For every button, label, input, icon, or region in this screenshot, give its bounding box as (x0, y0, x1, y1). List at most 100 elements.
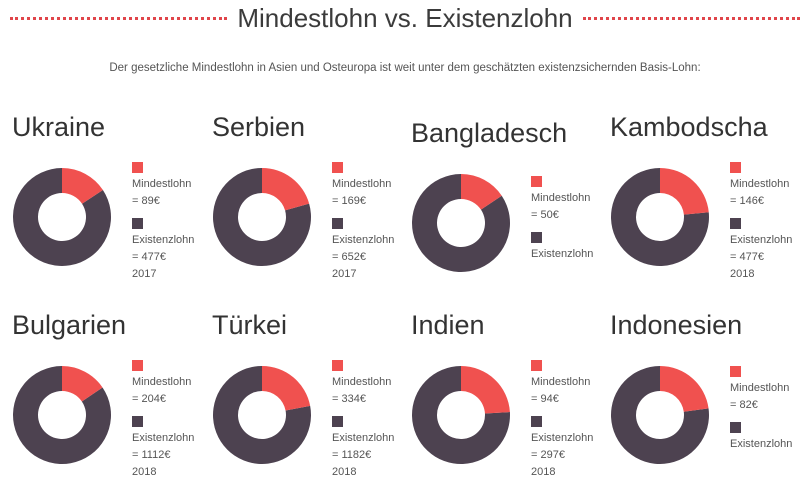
legend-swatch (730, 162, 741, 173)
legend-text: = 204€ (132, 393, 166, 405)
slice-mindestlohn (461, 174, 502, 210)
slice-mindestlohn (461, 366, 510, 414)
legend-swatch (730, 366, 741, 377)
country-title: Serbien (212, 112, 306, 142)
slice-mindestlohn (660, 168, 709, 215)
legend-text: = 297€ (531, 449, 565, 461)
legend-swatch (730, 422, 741, 433)
country-title: Türkei (212, 310, 288, 340)
chart-panel: Kambodscha Mindestlohn = 146€ Existenzlohn =… (610, 112, 808, 297)
legend-existenzlohn: Existenzlohn = 652€ 2017 (332, 218, 410, 283)
donut-chart (12, 168, 111, 266)
country-title: Ukraine (12, 112, 106, 142)
slice-existenzlohn (213, 168, 311, 266)
legend-text: 2017 (332, 268, 357, 280)
legend-text: 2017 (132, 268, 157, 280)
chart-panel: Serbien Mindestlohn = 169€ Existenzlohn = 65… (212, 112, 410, 297)
slice-existenzlohn (213, 366, 311, 464)
legend-swatch (531, 360, 542, 371)
legend-text: Existenzlohn (531, 432, 594, 444)
legend-text: Mindestlohn (132, 178, 192, 190)
legend-text: 2018 (332, 466, 357, 478)
legend-text: Existenzlohn (132, 234, 195, 246)
legend-existenzlohn: Existenzlohn = 1112€ 2018 (132, 416, 210, 481)
donut-chart (12, 366, 111, 464)
slice-existenzlohn (12, 168, 111, 266)
subtitle: Der gesetzliche Mindestlohn in Asien und… (109, 62, 701, 74)
slice-mindestlohn (62, 168, 103, 204)
legend-text: = 477€ (730, 251, 764, 263)
legend-swatch (531, 416, 542, 427)
legend-swatch (132, 218, 143, 229)
legend-text: = 334€ (332, 393, 366, 405)
legend-text: Mindestlohn (332, 376, 392, 388)
legend-swatch (132, 162, 143, 173)
legend-text: = 94€ (531, 393, 559, 405)
legend-swatch (132, 416, 143, 427)
legend: Mindestlohn = 50€ Existenzlohn (531, 176, 609, 263)
legend-swatch (332, 360, 343, 371)
legend: Mindestlohn = 334€ Existenzlohn = 1182€ 2018 (332, 360, 410, 481)
donut-chart (611, 366, 709, 464)
country-title: Bulgarien (12, 310, 127, 340)
legend-text: Mindestlohn (730, 382, 790, 394)
page-title: Mindestlohn vs. Existenzlohn (237, 2, 573, 33)
donut-chart (412, 174, 510, 272)
donut-chart (611, 168, 709, 266)
legend: Mindestlohn = 204€ Existenzlohn = 1112€ 2018 (132, 360, 210, 481)
legend-text: Existenzlohn (730, 234, 793, 246)
legend-text: = 82€ (730, 399, 758, 411)
slice-mindestlohn (660, 366, 709, 412)
slice-existenzlohn (611, 168, 709, 266)
legend-text: Mindestlohn (531, 376, 591, 388)
legend-existenzlohn: Existenzlohn = 297€ 2018 (531, 416, 609, 481)
legend-swatch (730, 218, 741, 229)
legend-text: = 1112€ (132, 449, 171, 461)
chart-panel: Bangladesch Mindestlohn = 50€ Existenzlohn (411, 118, 609, 303)
legend-existenzlohn: Existenzlohn = 1182€ 2018 (332, 416, 410, 481)
legend: Mindestlohn = 82€ Existenzlohn (730, 366, 808, 453)
legend-mindestlohn: Mindestlohn = 146€ (730, 162, 808, 210)
legend-existenzlohn: Existenzlohn = 477€ 2017 (132, 218, 210, 283)
slice-mindestlohn (262, 168, 310, 211)
legend-swatch (132, 360, 143, 371)
legend-swatch (531, 176, 542, 187)
right-dotted-rule (582, 16, 801, 20)
legend-text: 2018 (132, 466, 157, 478)
country-title: Kambodscha (610, 112, 768, 142)
legend-text: = 89€ (132, 195, 160, 207)
legend-text: = 477€ (132, 251, 166, 263)
country-title: Bangladesch (411, 118, 568, 148)
slice-mindestlohn (262, 366, 311, 411)
legend-mindestlohn: Mindestlohn = 94€ (531, 360, 609, 408)
slice-mindestlohn (62, 366, 103, 402)
country-title: Indonesien (610, 310, 743, 340)
legend-text: Mindestlohn (332, 178, 392, 190)
slice-existenzlohn (611, 366, 709, 464)
legend-text: = 1182€ (332, 449, 372, 461)
legend-swatch (531, 232, 542, 243)
legend-text: Mindestlohn (730, 178, 790, 190)
legend-mindestlohn: Mindestlohn = 204€ (132, 360, 210, 408)
donut-chart (213, 366, 311, 464)
legend-text: = 652€ (332, 251, 366, 263)
legend-text: Existenzlohn (730, 438, 793, 450)
legend: Mindestlohn = 94€ Existenzlohn = 297€ 2018 (531, 360, 609, 481)
legend-text: Existenzlohn (132, 432, 195, 444)
legend-text: 2018 (531, 466, 556, 478)
left-dotted-rule (10, 16, 228, 20)
chart-panel: Indien Mindestlohn = 94€ Existenzlohn = 297€… (411, 310, 609, 495)
chart-panel: Ukraine Mindestlohn = 89€ Existenzlohn = 477… (12, 112, 210, 297)
legend-swatch (332, 162, 343, 173)
legend-mindestlohn: Mindestlohn = 169€ (332, 162, 410, 210)
donut-chart (213, 168, 311, 266)
chart-panel: Indonesien Mindestlohn = 82€ Existenzlohn (610, 310, 808, 495)
legend-existenzlohn: Existenzlohn = 477€ 2018 (730, 218, 808, 283)
country-title: Indien (411, 310, 485, 340)
legend-existenzlohn: Existenzlohn (730, 422, 808, 453)
slice-existenzlohn (412, 366, 510, 464)
legend-text: Existenzlohn (332, 234, 395, 246)
slice-existenzlohn (412, 174, 510, 272)
legend-text: Existenzlohn (531, 248, 594, 260)
legend-text: Existenzlohn (332, 432, 395, 444)
